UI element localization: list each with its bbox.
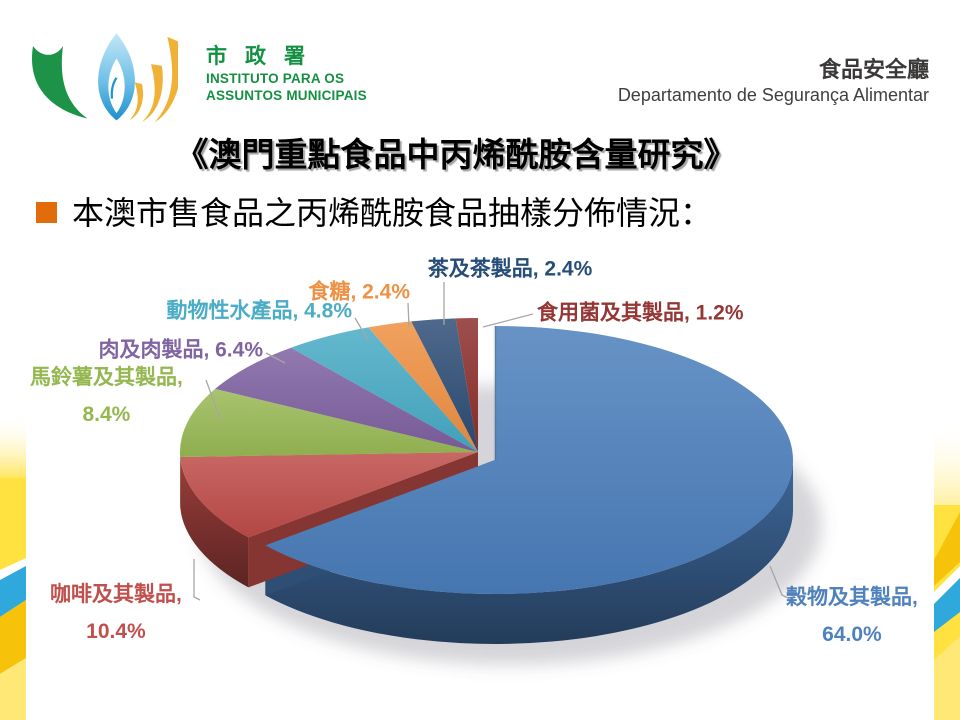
pie-label-3: 肉及肉製品, 6.4%	[98, 338, 263, 362]
pie-label-4: 動物性水產品, 4.8%	[166, 299, 352, 323]
logo-line2: ASSUNTOS MUNICIPAIS	[206, 88, 367, 103]
bullet-row: 本澳市售食品之丙烯酰胺食品抽樣分佈情況：	[36, 188, 712, 234]
pie-label-6: 茶及茶製品, 2.4%	[427, 257, 593, 281]
logo-drop-hook	[110, 77, 118, 99]
department-block: 食品安全廳 Departamento de Segurança Alimenta…	[618, 56, 929, 106]
logo-petal-yellow-2	[141, 64, 163, 123]
logo-petal-yellow-3	[154, 36, 178, 123]
iam-logo-mark	[32, 33, 178, 123]
logo-line1: INSTITUTO PARA OS	[206, 71, 345, 86]
department-title-zh: 食品安全廳	[818, 57, 929, 82]
bullet-text: 本澳市售食品之丙烯酰胺食品抽樣分佈情況：	[72, 195, 713, 231]
department-title-pt: Departamento de Segurança Alimentar	[617, 85, 929, 105]
pie-label-2: 馬鈴薯及其製品, 8.4%	[30, 366, 183, 426]
pie-label-1: 咖啡及其製品, 10.4%	[50, 583, 182, 643]
pie-label-5: 食糖, 2.4%	[308, 280, 410, 304]
iam-logo-text: 市政署 INSTITUTO PARA OS ASSUNTOS MUNICIPAI…	[206, 40, 367, 104]
slide-title: 《澳門重點食品中丙烯酰胺含量研究》	[175, 136, 737, 173]
logo-leaf-green	[32, 45, 88, 119]
pie-label-0: 穀物及其製品, 64.0%	[786, 586, 918, 646]
bullet-marker	[36, 202, 57, 223]
logo-drop-white	[108, 58, 125, 114]
logo-title-zh: 市政署	[206, 45, 323, 68]
logo-petal-yellow-1	[129, 82, 144, 121]
pie-label-7: 食用菌及其製品, 1.2%	[537, 301, 744, 325]
